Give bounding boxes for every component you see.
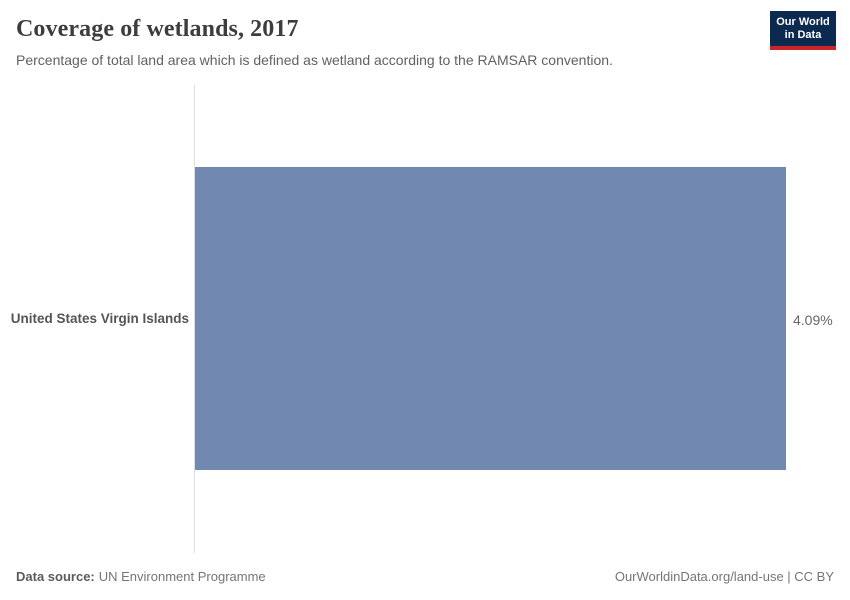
footer-credit[interactable]: OurWorldinData.org/land-use | CC BY [614,569,834,584]
data-source-label: Data source: [16,569,95,584]
data-source-value: UN Environment Programme [98,569,266,584]
page-title: Coverage of wetlands, 2017 [16,16,299,42]
chart-subtitle: Percentage of total land area which is d… [16,52,613,68]
value-label: 4.09% [793,312,833,328]
y-axis-line [194,85,195,553]
owid-logo-line1: Our World [776,16,830,28]
plot-area [195,167,786,470]
data-source: Data source: UN Environment Programme [16,569,266,584]
owid-logo-line2: in Data [784,29,822,41]
owid-logo[interactable]: Our World in Data [770,11,836,50]
bar[interactable] [195,167,786,470]
entity-label: United States Virgin Islands [10,311,189,326]
chart-footer: Data source: UN Environment Programme Our… [16,569,834,584]
